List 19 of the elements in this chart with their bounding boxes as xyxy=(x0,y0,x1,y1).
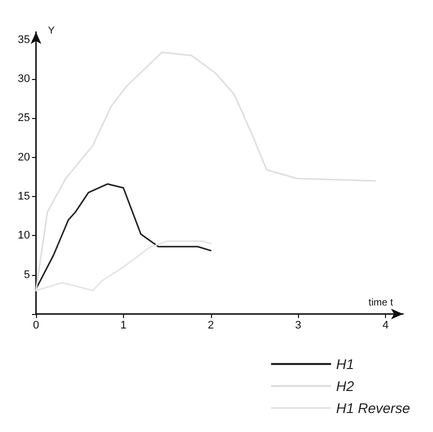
x-tick-label: 0 xyxy=(32,320,40,332)
y-tick-label: 35 xyxy=(18,34,30,46)
line-series xyxy=(35,52,376,292)
x-tick-label: 4 xyxy=(382,320,389,332)
y-tick-label: 10 xyxy=(18,230,30,242)
legend-label: H1 xyxy=(336,356,354,372)
x-tick-label: 2 xyxy=(208,320,214,332)
line-series xyxy=(35,183,212,290)
x-tick-label: 1 xyxy=(120,320,126,332)
y-tick-label: 5 xyxy=(24,268,30,281)
y-axis-title: Y xyxy=(48,26,55,36)
legend-label: H1 Reverse xyxy=(336,400,410,416)
y-tick-label: 25 xyxy=(18,112,30,124)
x-tick-label: 3 xyxy=(295,320,302,332)
y-tick-label: 20 xyxy=(18,151,30,164)
y-tick-label: 15 xyxy=(18,190,30,202)
y-tick-label: 30 xyxy=(18,73,30,85)
legend-label: H2 xyxy=(336,378,354,394)
x-axis-title: time t xyxy=(368,298,394,308)
